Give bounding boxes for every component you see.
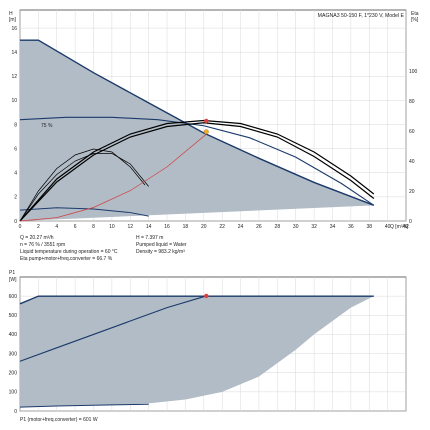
eta-tick-label: 40 <box>409 159 415 165</box>
head-curves <box>19 39 375 222</box>
duty-point-head <box>203 129 209 135</box>
min-power-curve <box>19 403 149 408</box>
x-tick-label: 12 <box>128 224 134 230</box>
info-eta: Eta pump+motor+freq.converter = 66.7 % <box>20 256 113 262</box>
power-curve <box>19 295 207 362</box>
x-tick-label: 8 <box>92 224 95 230</box>
power-envelope-area <box>20 296 374 408</box>
x-tick-label: 10 <box>109 224 115 230</box>
power-tick-label: 500 <box>9 313 18 319</box>
eta-axis-label-line2: [%] <box>411 17 419 23</box>
max-power-curve <box>19 295 374 305</box>
info-speed: n = 76 % / 3551 rpm <box>20 242 65 248</box>
efficiency-annotation: 75 % <box>41 123 53 129</box>
info-liquid: Pumped liquid = Water <box>136 242 187 248</box>
x-tick-label: 6 <box>74 224 77 230</box>
power-tick-label: 200 <box>9 371 18 377</box>
y-tick-label: 10 <box>11 98 17 104</box>
info-density: Density = 983.2 kg/m³ <box>136 249 185 255</box>
x-tick-label: 14 <box>146 224 152 230</box>
x-tick-label: 4 <box>55 224 58 230</box>
x-tick-label: 30 <box>293 224 299 230</box>
head-ticks: 0 2 4 6 8 10 12 14 16 18 20 22 24 26 28 30 32 34 36 38 40 42Q… <box>11 26 417 230</box>
eta-axis-label-line1: Eta <box>411 11 419 17</box>
x-tick-label: 32 <box>311 224 317 230</box>
efficiency-island-curve <box>19 116 375 206</box>
x-tick-label: 16 <box>164 224 170 230</box>
duty-point-power <box>204 293 209 299</box>
power-tick-label: 300 <box>9 351 18 357</box>
x-tick-label: 0 <box>19 224 22 230</box>
power-ticks: 0 100 200 300 400 500 600 <box>9 294 18 415</box>
x-tick-label: 20 <box>201 224 207 230</box>
info-temperature: Liquid temperature during operation = 60… <box>20 249 118 255</box>
y-tick-label: 4 <box>14 171 17 177</box>
power-tick-label: 400 <box>9 332 18 338</box>
x-tick-label: 34 <box>330 224 336 230</box>
x-tick-label: 40 <box>385 224 391 230</box>
head-axis-label-line2: [m] <box>9 17 17 23</box>
x-tick-label: 18 <box>183 224 189 230</box>
eta-curve-eta_2 <box>19 122 375 222</box>
power-tick-label: 0 <box>14 409 17 415</box>
y-tick-label: 16 <box>11 26 17 32</box>
x-tick-label: 42 <box>403 224 409 230</box>
x-tick-label: 24 <box>238 224 244 230</box>
eta-curve-eta_3 <box>19 153 149 222</box>
system-curve <box>19 133 207 222</box>
chart-title: MAGNA3 50-150 F, 1*230 V, Model E <box>318 13 405 19</box>
duty-point-eta <box>204 118 209 124</box>
info-head: H = 7.397 m <box>136 235 163 241</box>
x-tick-label: 28 <box>275 224 281 230</box>
head-envelope-area <box>20 40 374 222</box>
y-tick-label: 2 <box>14 195 17 201</box>
y-tick-label: 14 <box>11 50 17 56</box>
power-footer: P1 (motor+freq.converter) = 601 W <box>20 417 98 423</box>
x-axis-label: Q [m³/h] <box>390 224 409 230</box>
power-axis-label-line1: P1 <box>9 270 15 276</box>
y-tick-label: 0 <box>14 219 17 225</box>
x-tick-label: 38 <box>366 224 372 230</box>
x-tick-label: 36 <box>348 224 354 230</box>
power-curves <box>19 293 374 408</box>
x-tick-label: 2 <box>37 224 40 230</box>
power-envelope <box>20 296 374 408</box>
eta-tick-label: 100 <box>409 69 418 75</box>
eta-tick-label: 80 <box>409 99 415 105</box>
eta-curve-eta_4 <box>19 148 146 222</box>
max-head-curve <box>20 39 375 206</box>
x-tick-label: 22 <box>219 224 225 230</box>
eta-tick-label: 0 <box>409 219 412 225</box>
eta-tick-label: 20 <box>409 189 415 195</box>
power-axis-label-line2: [W] <box>9 277 17 283</box>
min-head-curve <box>19 207 149 217</box>
info-flow: Q = 20.27 m³/h <box>20 235 54 241</box>
y-tick-label: 12 <box>11 74 17 80</box>
head-envelope <box>20 40 374 222</box>
x-tick-label: 26 <box>256 224 262 230</box>
y-tick-label: 8 <box>14 122 17 128</box>
power-tick-label: 600 <box>9 294 18 300</box>
y-tick-label: 6 <box>14 146 17 152</box>
eta-curve-eta_max <box>19 119 375 222</box>
power-tick-label: 100 <box>9 390 18 396</box>
head-axis-label-line1: H <box>9 11 13 17</box>
eta-tick-label: 60 <box>409 129 415 135</box>
